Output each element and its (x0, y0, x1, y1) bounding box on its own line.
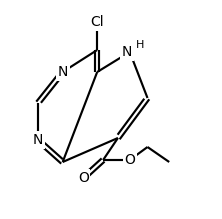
Text: Cl: Cl (90, 15, 104, 29)
Text: H: H (135, 40, 144, 50)
Text: N: N (33, 133, 43, 147)
Text: O: O (78, 171, 89, 185)
Text: N: N (122, 45, 132, 59)
Text: O: O (124, 153, 135, 167)
Text: N: N (57, 65, 68, 79)
